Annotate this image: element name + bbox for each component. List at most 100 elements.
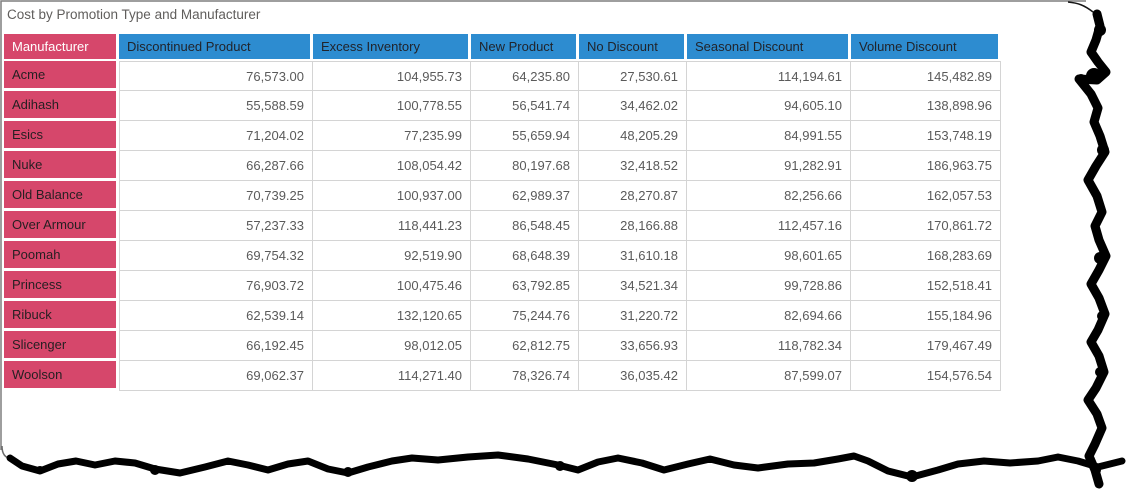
- value-cell[interactable]: 132,120.65: [313, 301, 471, 331]
- value-cell[interactable]: 98,012.05: [313, 331, 471, 361]
- table-row: Princess 76,903.72 100,475.46 63,792.85 34,5…: [4, 271, 1001, 301]
- torn-right-edge: [1074, 9, 1111, 489]
- value-cell[interactable]: 32,418.52: [579, 151, 687, 181]
- value-cell[interactable]: 62,539.14: [119, 301, 313, 331]
- value-cell[interactable]: 66,192.45: [119, 331, 313, 361]
- value-cell[interactable]: 98,601.65: [687, 241, 851, 271]
- column-header[interactable]: Seasonal Discount: [687, 34, 851, 61]
- column-header[interactable]: Excess Inventory: [313, 34, 471, 61]
- value-cell[interactable]: 71,204.02: [119, 121, 313, 151]
- value-cell[interactable]: 55,588.59: [119, 91, 313, 121]
- value-cell[interactable]: 33,656.93: [579, 331, 687, 361]
- value-cell[interactable]: 77,235.99: [313, 121, 471, 151]
- value-cell[interactable]: 104,955.73: [313, 61, 471, 91]
- value-cell[interactable]: 84,991.55: [687, 121, 851, 151]
- table-body: Acme 76,573.00 104,955.73 64,235.80 27,530.6…: [4, 61, 1001, 391]
- value-cell[interactable]: 112,457.16: [687, 211, 851, 241]
- row-header[interactable]: Over Armour: [4, 211, 119, 241]
- value-cell[interactable]: 34,521.34: [579, 271, 687, 301]
- value-cell[interactable]: 92,519.90: [313, 241, 471, 271]
- row-header[interactable]: Princess: [4, 271, 119, 301]
- row-header[interactable]: Adihash: [4, 91, 119, 121]
- value-cell[interactable]: 155,184.96: [851, 301, 1001, 331]
- value-cell[interactable]: 62,989.37: [471, 181, 579, 211]
- value-cell[interactable]: 27,530.61: [579, 61, 687, 91]
- table-row: Adihash 55,588.59 100,778.55 56,541.74 34,46…: [4, 91, 1001, 121]
- value-cell[interactable]: 100,778.55: [313, 91, 471, 121]
- value-cell[interactable]: 138,898.96: [851, 91, 1001, 121]
- row-header[interactable]: Ribuck: [4, 301, 119, 331]
- value-cell[interactable]: 63,792.85: [471, 271, 579, 301]
- value-cell[interactable]: 82,694.66: [687, 301, 851, 331]
- value-cell[interactable]: 108,054.42: [313, 151, 471, 181]
- value-cell[interactable]: 64,235.80: [471, 61, 579, 91]
- table-row: Ribuck 62,539.14 132,120.65 75,244.76 31,220…: [4, 301, 1001, 331]
- value-cell[interactable]: 31,610.18: [579, 241, 687, 271]
- row-header[interactable]: Slicenger: [4, 331, 119, 361]
- value-cell[interactable]: 68,648.39: [471, 241, 579, 271]
- value-cell[interactable]: 80,197.68: [471, 151, 579, 181]
- value-cell[interactable]: 94,605.10: [687, 91, 851, 121]
- value-cell[interactable]: 118,441.23: [313, 211, 471, 241]
- row-header[interactable]: Woolson: [4, 361, 119, 391]
- row-header[interactable]: Poomah: [4, 241, 119, 271]
- column-header[interactable]: Discontinued Product: [119, 34, 313, 61]
- value-cell[interactable]: 57,237.33: [119, 211, 313, 241]
- visual-title: Cost by Promotion Type and Manufacturer: [7, 7, 261, 22]
- value-cell[interactable]: 162,057.53: [851, 181, 1001, 211]
- value-cell[interactable]: 82,256.66: [687, 181, 851, 211]
- value-cell[interactable]: 78,326.74: [471, 361, 579, 391]
- torn-top-connector: [1067, 1, 1094, 13]
- column-header[interactable]: New Product: [471, 34, 579, 61]
- value-cell[interactable]: 56,541.74: [471, 91, 579, 121]
- value-cell[interactable]: 87,599.07: [687, 361, 851, 391]
- value-cell[interactable]: 34,462.02: [579, 91, 687, 121]
- value-cell[interactable]: 145,482.89: [851, 61, 1001, 91]
- column-header[interactable]: No Discount: [579, 34, 687, 61]
- value-cell[interactable]: 76,573.00: [119, 61, 313, 91]
- value-cell[interactable]: 86,548.45: [471, 211, 579, 241]
- value-cell[interactable]: 100,937.00: [313, 181, 471, 211]
- value-cell[interactable]: 75,244.76: [471, 301, 579, 331]
- value-cell[interactable]: 31,220.72: [579, 301, 687, 331]
- value-cell[interactable]: 91,282.91: [687, 151, 851, 181]
- value-cell[interactable]: 99,728.86: [687, 271, 851, 301]
- value-cell[interactable]: 76,903.72: [119, 271, 313, 301]
- value-cell[interactable]: 114,194.61: [687, 61, 851, 91]
- corner-header-manufacturer[interactable]: Manufacturer: [4, 34, 119, 61]
- column-header[interactable]: Volume Discount: [851, 34, 1001, 61]
- table-row: Old Balance 70,739.25 100,937.00 62,989.37 2…: [4, 181, 1001, 211]
- value-cell[interactable]: 154,576.54: [851, 361, 1001, 391]
- row-header[interactable]: Nuke: [4, 151, 119, 181]
- table-row: Over Armour 57,237.33 118,441.23 86,548.45 2…: [4, 211, 1001, 241]
- value-cell[interactable]: 100,475.46: [313, 271, 471, 301]
- value-cell[interactable]: 28,270.87: [579, 181, 687, 211]
- table-row: Nuke 66,287.66 108,054.42 80,197.68 32,418.5…: [4, 151, 1001, 181]
- value-cell[interactable]: 69,754.32: [119, 241, 313, 271]
- value-cell[interactable]: 55,659.94: [471, 121, 579, 151]
- table-row: Esics 71,204.02 77,235.99 55,659.94 48,205.2…: [4, 121, 1001, 151]
- value-cell[interactable]: 36,035.42: [579, 361, 687, 391]
- value-cell[interactable]: 48,205.29: [579, 121, 687, 151]
- row-header[interactable]: Esics: [4, 121, 119, 151]
- header-row: Manufacturer Discontinued Product Excess I…: [4, 34, 1001, 61]
- row-header[interactable]: Old Balance: [4, 181, 119, 211]
- value-cell[interactable]: 70,739.25: [119, 181, 313, 211]
- value-cell[interactable]: 186,963.75: [851, 151, 1001, 181]
- value-cell[interactable]: 153,748.19: [851, 121, 1001, 151]
- value-cell[interactable]: 179,467.49: [851, 331, 1001, 361]
- value-cell[interactable]: 114,271.40: [313, 361, 471, 391]
- value-cell[interactable]: 28,166.88: [579, 211, 687, 241]
- value-cell[interactable]: 62,812.75: [471, 331, 579, 361]
- value-cell[interactable]: 66,287.66: [119, 151, 313, 181]
- value-cell[interactable]: 69,062.37: [119, 361, 313, 391]
- table-row: Acme 76,573.00 104,955.73 64,235.80 27,530.6…: [4, 61, 1001, 91]
- value-cell[interactable]: 152,518.41: [851, 271, 1001, 301]
- torn-bottom-edge: [6, 451, 1126, 481]
- cost-matrix-table: Manufacturer Discontinued Product Excess I…: [4, 34, 1001, 391]
- value-cell[interactable]: 168,283.69: [851, 241, 1001, 271]
- value-cell[interactable]: 170,861.72: [851, 211, 1001, 241]
- value-cell[interactable]: 118,782.34: [687, 331, 851, 361]
- row-header[interactable]: Acme: [4, 61, 119, 91]
- table-row: Poomah 69,754.32 92,519.90 68,648.39 31,610.…: [4, 241, 1001, 271]
